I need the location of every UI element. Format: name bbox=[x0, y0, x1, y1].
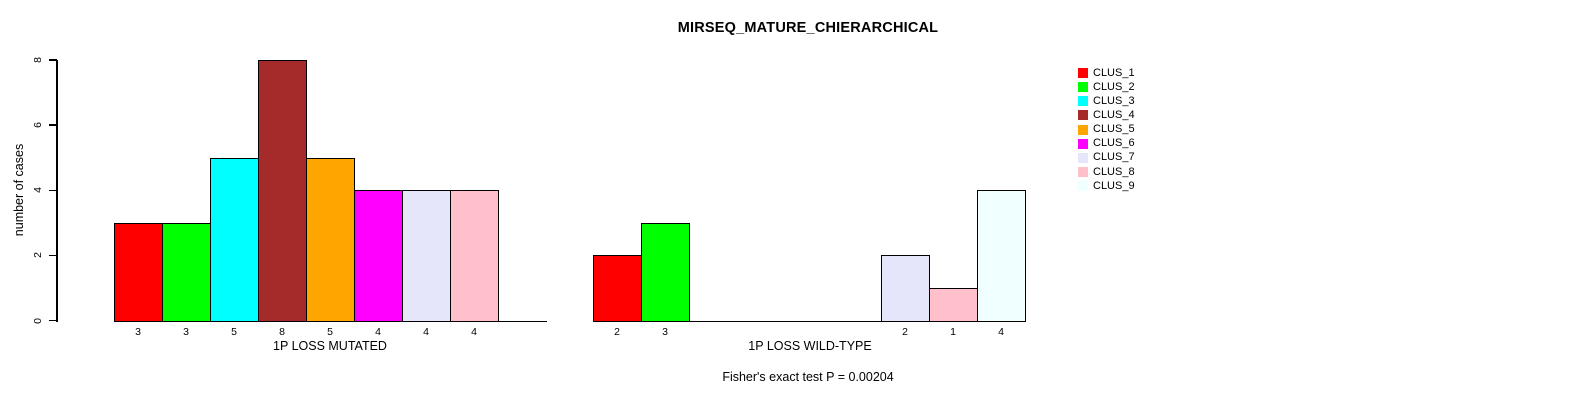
y-tick-label: 0 bbox=[32, 317, 44, 324]
bar-value-label: 1 bbox=[950, 326, 956, 338]
legend-item: CLUS_3 bbox=[1078, 94, 1135, 108]
bar-clus_8 bbox=[929, 287, 978, 322]
y-tick bbox=[49, 124, 57, 126]
y-tick bbox=[49, 189, 57, 191]
y-tick-label: 4 bbox=[32, 187, 44, 194]
legend-item: CLUS_6 bbox=[1078, 137, 1135, 151]
x-axis-line bbox=[593, 320, 1026, 322]
legend-label: CLUS_9 bbox=[1093, 179, 1135, 192]
legend-swatch bbox=[1078, 96, 1088, 107]
legend-swatch bbox=[1078, 82, 1088, 93]
legend-label: CLUS_7 bbox=[1093, 151, 1135, 164]
bar-value-label: 4 bbox=[423, 326, 429, 338]
legend-swatch bbox=[1078, 167, 1088, 178]
bar-value-label: 4 bbox=[471, 326, 477, 338]
bar-clus_3 bbox=[210, 157, 259, 322]
y-tick bbox=[49, 59, 57, 61]
legend-label: CLUS_5 bbox=[1093, 123, 1135, 136]
chart-title: MIRSEQ_MATURE_CHIERARCHICAL bbox=[677, 20, 939, 36]
y-tick-label: 2 bbox=[32, 252, 44, 259]
y-tick-label: 6 bbox=[32, 122, 44, 129]
legend-label: CLUS_1 bbox=[1093, 66, 1135, 79]
bar-clus_2 bbox=[162, 222, 211, 322]
bar-value-label: 8 bbox=[279, 326, 285, 338]
bar-value-label: 2 bbox=[614, 326, 620, 338]
bar-value-label: 3 bbox=[183, 326, 189, 338]
bar-clus_2 bbox=[641, 222, 690, 322]
legend-label: CLUS_2 bbox=[1093, 80, 1135, 93]
bar-clus_6 bbox=[354, 190, 403, 322]
legend: CLUS_1 CLUS_2 CLUS_3 CLUS_4 CLUS_5 CLUS_6 CLUS… bbox=[1078, 66, 1135, 193]
y-tick bbox=[49, 319, 57, 322]
bar-value-label: 5 bbox=[231, 326, 237, 338]
legend-label: CLUS_3 bbox=[1093, 94, 1135, 107]
legend-item: CLUS_7 bbox=[1078, 151, 1135, 165]
x-axis-label-mutated: 1P LOSS MUTATED bbox=[273, 339, 387, 353]
bar-value-label: 5 bbox=[327, 326, 333, 338]
legend-item: CLUS_1 bbox=[1078, 66, 1135, 80]
legend-item: CLUS_4 bbox=[1078, 108, 1135, 122]
bar-value-label: 3 bbox=[662, 326, 668, 338]
bar-value-label: 2 bbox=[902, 326, 908, 338]
legend-swatch bbox=[1078, 124, 1088, 135]
legend-item: CLUS_9 bbox=[1078, 179, 1135, 193]
legend-label: CLUS_4 bbox=[1093, 108, 1135, 121]
legend-swatch bbox=[1078, 138, 1088, 149]
legend-item: CLUS_5 bbox=[1078, 123, 1135, 137]
y-axis-label: number of cases bbox=[12, 143, 26, 237]
legend-swatch bbox=[1078, 68, 1088, 79]
legend-label: CLUS_6 bbox=[1093, 137, 1135, 150]
bar-clus_7 bbox=[402, 190, 451, 322]
legend-item: CLUS_8 bbox=[1078, 165, 1135, 179]
fisher-test-annotation: Fisher's exact test P = 0.00204 bbox=[722, 370, 894, 384]
legend-label: CLUS_8 bbox=[1093, 165, 1135, 178]
y-tick bbox=[49, 254, 57, 257]
bar-clus_1 bbox=[593, 255, 642, 322]
bar-clus_5 bbox=[306, 157, 355, 322]
bar-value-label: 4 bbox=[375, 326, 381, 338]
bar-clus_7 bbox=[881, 255, 930, 322]
bar-clus_1 bbox=[114, 222, 163, 322]
bar-clus_8 bbox=[450, 190, 499, 322]
x-axis-label-wildtype: 1P LOSS WILD-TYPE bbox=[748, 339, 872, 353]
y-tick-label: 8 bbox=[32, 57, 44, 63]
y-axis-line bbox=[56, 60, 58, 322]
legend-swatch bbox=[1078, 152, 1088, 163]
bar-value-label: 4 bbox=[998, 326, 1004, 338]
bar-clus_4 bbox=[258, 60, 307, 322]
bar-value-label: 3 bbox=[135, 326, 141, 338]
legend-swatch bbox=[1078, 181, 1088, 192]
legend-swatch bbox=[1078, 110, 1088, 121]
legend-item: CLUS_2 bbox=[1078, 80, 1135, 94]
bar-clus_9 bbox=[977, 190, 1026, 322]
